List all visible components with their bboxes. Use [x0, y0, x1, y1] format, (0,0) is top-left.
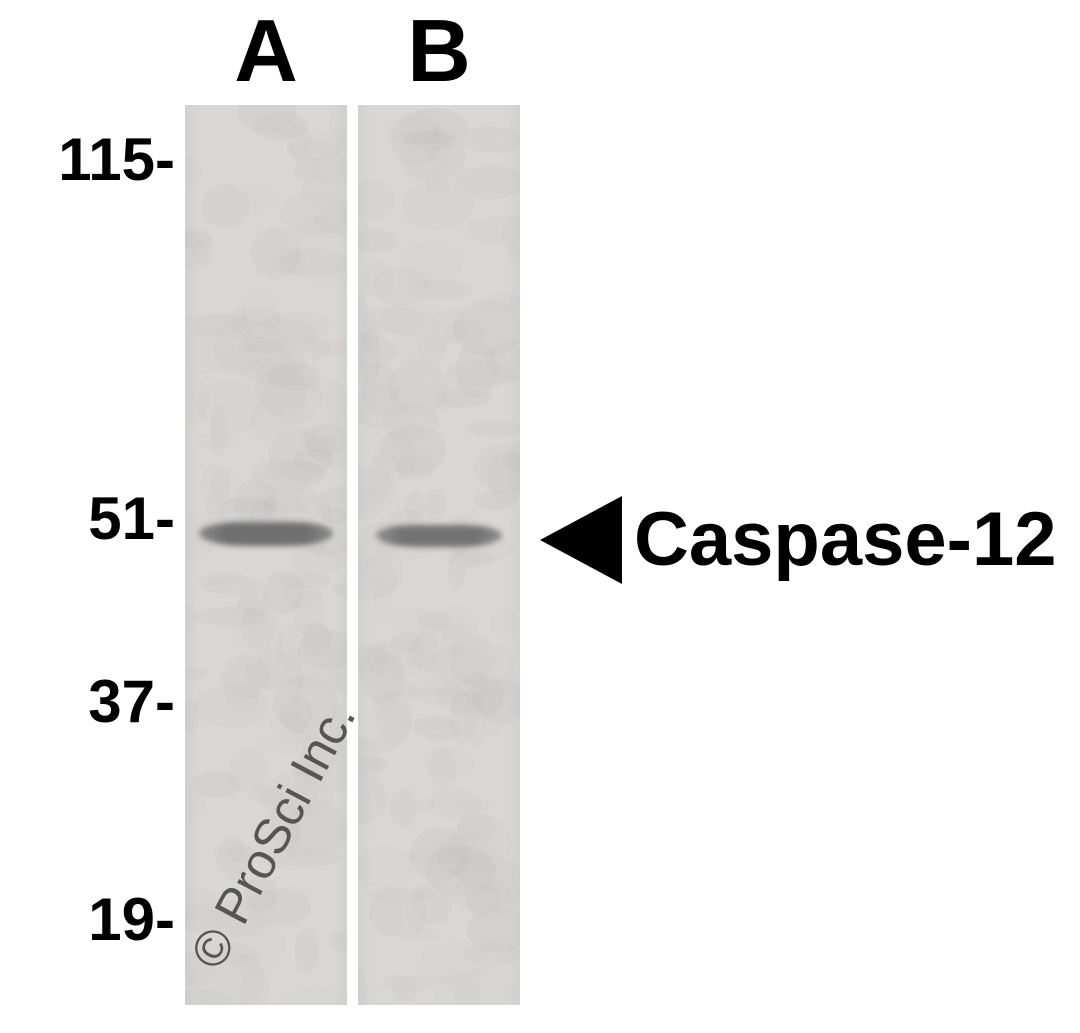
mw-marker-115: 115- [0, 125, 175, 194]
target-label: Caspase-12 [634, 496, 1057, 583]
band-lane-a [199, 522, 333, 546]
band-lane-b [376, 525, 502, 547]
mw-marker-19: 19- [0, 885, 175, 954]
lane-a-label: A [185, 0, 347, 102]
mw-marker-51: 51- [0, 484, 175, 553]
blot-figure: A B 115- 51- 37- 19- Caspase-12 © ProSci… [0, 0, 1080, 1033]
lane-b-label: B [358, 0, 520, 102]
lane-b [358, 105, 520, 1005]
mw-marker-37: 37- [0, 667, 175, 736]
target-arrow-icon [540, 496, 622, 584]
